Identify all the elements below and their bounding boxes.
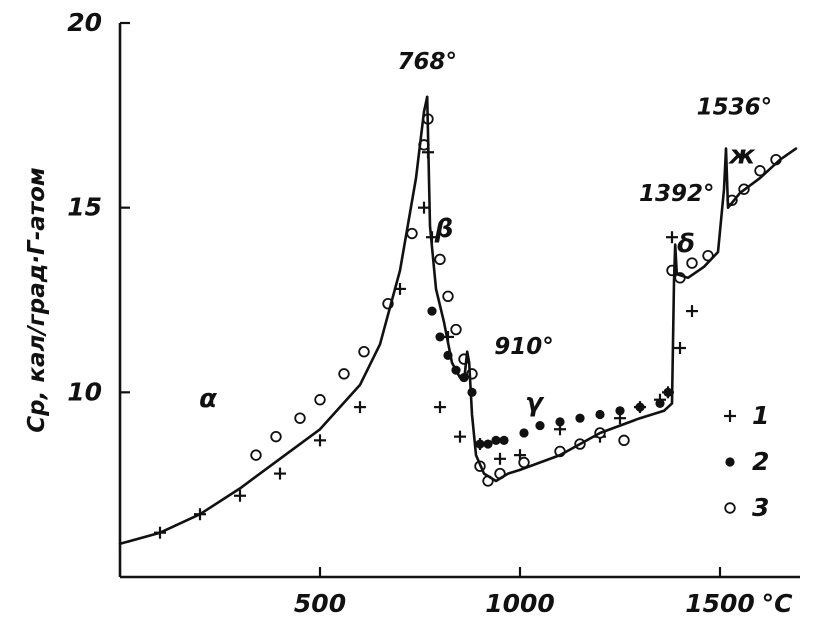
legend-label: 1 [752, 401, 769, 430]
series-1-point [418, 201, 430, 214]
series-3 [250, 113, 782, 487]
series-3-point [434, 253, 446, 266]
series-3-point [294, 412, 306, 424]
series-3-point [754, 165, 766, 177]
legend-item-1: 1 [724, 401, 769, 430]
y-tick-label: 20 [67, 8, 102, 37]
series-2-point [491, 435, 501, 445]
series-1-point [354, 401, 366, 414]
series-2-point [555, 417, 565, 427]
phase-label: ж [728, 140, 756, 170]
legend-item-3: 3 [724, 493, 769, 522]
series-2-point [655, 398, 665, 409]
series-2-point [535, 420, 545, 431]
curve-segment-1 [118, 95, 429, 546]
series-1-point [274, 467, 286, 480]
annotation-label: 768° [397, 49, 457, 75]
annotation-label: 1536° [697, 95, 773, 121]
series-1-point [494, 452, 506, 465]
curve-segment-2 [425, 95, 522, 483]
axes: 500 1000 1500 10 15 20 [67, 8, 800, 618]
x-tick-label: 1500 [685, 589, 755, 618]
series-1-point [234, 489, 246, 502]
series-2-point [483, 439, 493, 449]
series-1-point [314, 434, 326, 447]
curve-layer [118, 95, 798, 546]
series-1 [154, 146, 698, 539]
series-3-point [338, 368, 350, 380]
series-2-point [499, 435, 509, 445]
series-3-point [358, 346, 370, 358]
series-3-point [442, 290, 454, 303]
legend: 1 2 3 [724, 401, 769, 522]
series-2-point [663, 387, 673, 397]
series-2-point [427, 306, 437, 316]
legend-marker-3 [724, 502, 736, 514]
series-2-point [595, 409, 605, 420]
series-2-point [635, 402, 645, 412]
series-3-point [314, 394, 326, 406]
series-3-point [270, 430, 282, 443]
series-2-point [519, 428, 529, 438]
phase-label: δ [677, 229, 695, 259]
legend-item-2: 2 [725, 447, 769, 476]
series-2-point [575, 413, 585, 423]
series-1-point [666, 231, 678, 244]
curve-segment-3 [518, 147, 798, 472]
legend-label: 3 [752, 493, 769, 522]
series-3-point [250, 449, 262, 461]
phase-label: γ [525, 388, 545, 418]
phase-label: β [434, 214, 454, 244]
series-2 [427, 306, 673, 449]
legend-marker-2 [725, 457, 735, 467]
y-tick-label: 15 [67, 193, 102, 222]
annotation-label: 910° [494, 334, 554, 360]
annotation-label: 1392° [639, 181, 715, 207]
phase-label: α [199, 384, 217, 414]
series-3-point [686, 257, 698, 269]
series-1-point [674, 342, 686, 355]
y-tick-label: 10 [67, 377, 102, 406]
x-tick-label: 1000 [485, 589, 555, 618]
x-axis-unit-label: °C [762, 589, 794, 618]
y-axis-label: Cp, кал/град·Г-атом [24, 167, 50, 433]
series-2-point [435, 332, 445, 342]
series-3-point [406, 227, 418, 240]
x-tick-label: 500 [294, 589, 346, 618]
legend-marker-1 [724, 410, 736, 422]
series-1-point [434, 401, 446, 414]
series-3-point [618, 434, 630, 447]
series-2-point [615, 406, 625, 416]
series-layer [154, 113, 782, 539]
series-2-point [475, 439, 485, 449]
legend-label: 2 [752, 447, 769, 476]
series-1-point [454, 430, 466, 443]
series-3-point [450, 323, 462, 336]
labels-layer: 768° 910° 1392° 1536° α β γ δ ж [199, 49, 772, 418]
series-1-point [686, 305, 698, 318]
